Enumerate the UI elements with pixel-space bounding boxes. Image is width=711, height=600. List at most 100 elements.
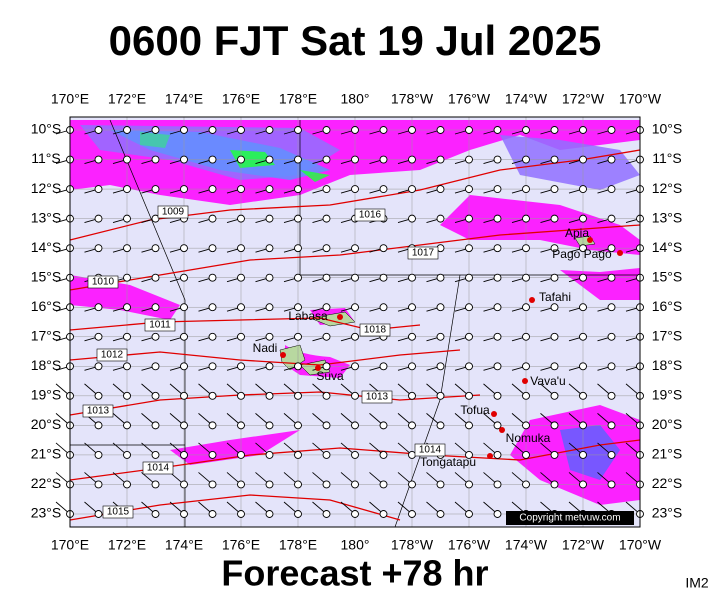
station (208, 332, 217, 341)
station (436, 332, 445, 341)
station (94, 126, 103, 134)
station (208, 480, 217, 489)
station (151, 244, 160, 253)
station (465, 332, 473, 341)
lat-label: 14°S (31, 239, 62, 255)
station (436, 362, 445, 371)
station (379, 510, 388, 518)
station (493, 244, 502, 253)
station (465, 126, 473, 134)
copyright: Copyright metvuw.com (519, 513, 620, 524)
isobar-label: 1015 (107, 507, 130, 518)
station (408, 480, 416, 489)
station (379, 244, 388, 253)
lat-label: 13°S (31, 209, 62, 225)
lon-label: 178°W (391, 91, 434, 107)
station (322, 214, 331, 223)
station (493, 450, 502, 459)
station (522, 214, 530, 223)
station (94, 332, 103, 341)
station (550, 480, 559, 489)
caption: Forecast +78 hr (221, 553, 488, 594)
isobar-label: 1014 (419, 445, 442, 456)
lon-label: 172°W (562, 91, 605, 107)
station (322, 332, 331, 341)
station (208, 244, 217, 253)
station (237, 244, 245, 253)
station (151, 450, 160, 459)
station (522, 480, 530, 489)
station (493, 303, 502, 312)
station (379, 421, 388, 430)
station (465, 273, 473, 282)
lon-label: 170°W (619, 537, 662, 553)
station (550, 450, 559, 459)
station (208, 303, 217, 312)
station (237, 273, 245, 282)
station (151, 303, 160, 312)
station (322, 480, 331, 489)
lon-label: 174°W (505, 537, 548, 553)
frame (69, 116, 641, 528)
place-dot (522, 378, 528, 384)
lon-label: 174°W (505, 91, 548, 107)
isobar-label-box (87, 275, 119, 289)
station (208, 391, 217, 400)
station (522, 244, 530, 253)
station (550, 391, 559, 400)
station (607, 421, 616, 430)
station (180, 450, 188, 459)
station (94, 391, 103, 400)
station (94, 510, 103, 518)
station (94, 450, 103, 459)
lat-label: 10°S (652, 121, 683, 137)
station (550, 362, 559, 371)
lat-label: 15°S (31, 268, 62, 284)
lat-label: 20°S (652, 416, 683, 432)
lat-label: 19°S (31, 387, 62, 403)
station (493, 273, 502, 282)
station (579, 450, 587, 459)
map-area: 1009 1010 1011 1012 1013 1014 1015 1016 1017 1018… (55, 116, 644, 528)
station (265, 303, 274, 312)
station (408, 391, 416, 400)
station (294, 185, 302, 194)
station (294, 450, 302, 459)
lat-label: 18°S (31, 357, 62, 373)
station (579, 155, 587, 164)
station (265, 362, 274, 371)
station (379, 362, 388, 371)
station (493, 214, 502, 223)
station (322, 362, 331, 371)
station (436, 155, 445, 164)
station (151, 273, 160, 282)
station (465, 421, 473, 430)
station (607, 273, 616, 282)
station (322, 244, 331, 253)
station (237, 421, 245, 430)
precip-area (300, 170, 330, 182)
station (151, 391, 160, 400)
station (379, 303, 388, 312)
station (550, 332, 559, 341)
lon-label: 178°E (279, 91, 317, 107)
station (493, 155, 502, 164)
precip-area (140, 132, 170, 148)
station (94, 214, 103, 223)
isobar-label-box (407, 246, 439, 260)
isobar-label-box (157, 205, 189, 219)
station (379, 185, 388, 194)
precip-area (560, 425, 620, 480)
station (123, 244, 131, 253)
precip-area (500, 135, 640, 190)
station (237, 303, 245, 312)
station (237, 480, 245, 489)
station (436, 510, 445, 518)
station (265, 273, 274, 282)
station (465, 303, 473, 312)
station (493, 421, 502, 430)
station (237, 185, 245, 194)
place-dot (280, 352, 286, 358)
station (607, 244, 616, 253)
place-dot (529, 297, 535, 303)
